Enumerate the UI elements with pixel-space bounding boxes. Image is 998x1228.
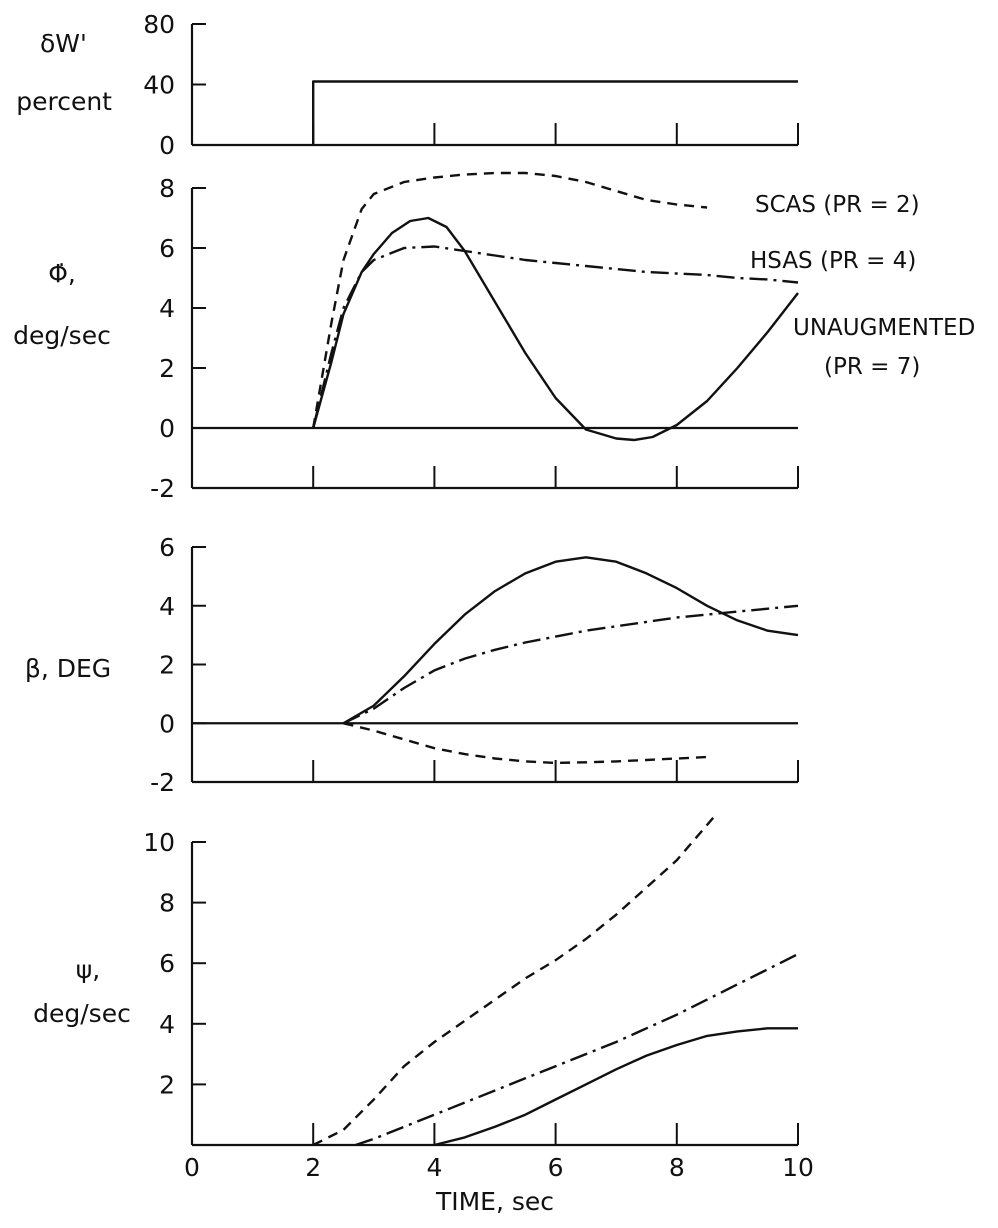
ylabel-panel-2: Φ̇, bbox=[48, 259, 76, 288]
series-1-1 bbox=[312, 245, 799, 429]
y-tick-label-0: 80 bbox=[143, 10, 175, 39]
series-2-0 bbox=[343, 722, 708, 765]
ylabel-panel-2-line2: deg/sec bbox=[13, 321, 111, 350]
series-3-2 bbox=[434, 1027, 798, 1147]
y-tick-label-3: 4 bbox=[159, 1010, 175, 1039]
y-tick-label-2: 2 bbox=[159, 651, 175, 680]
y-tick-label-3: 2 bbox=[159, 1070, 175, 1099]
x-tick-label: 10 bbox=[782, 1153, 814, 1182]
y-tick-label-2: -2 bbox=[150, 768, 175, 797]
x-tick-label: 4 bbox=[426, 1153, 442, 1182]
series-1-0 bbox=[312, 171, 708, 429]
y-tick-label-2: 0 bbox=[159, 709, 175, 738]
series-1-2 bbox=[312, 216, 799, 442]
annotation-scas: SCAS (PR = 2) bbox=[755, 192, 920, 218]
series-3-0 bbox=[312, 817, 715, 1147]
ylabel-panel-3: β, DEG bbox=[25, 654, 111, 683]
y-tick-label-1: 2 bbox=[159, 354, 175, 383]
y-tick-label-3: 8 bbox=[159, 889, 175, 918]
x-tick-label: 0 bbox=[184, 1153, 200, 1182]
x-tick-label: 8 bbox=[669, 1153, 685, 1182]
y-tick-label-1: 0 bbox=[159, 414, 175, 443]
y-tick-label-1: 8 bbox=[159, 174, 175, 203]
y-tick-label-2: 6 bbox=[159, 533, 175, 562]
y-tick-label-1: -2 bbox=[150, 474, 175, 503]
ylabel-panel-1-line2: percent bbox=[16, 87, 112, 116]
annotation-unaugmented-pr: (PR = 7) bbox=[824, 354, 920, 380]
x-tick-label: 2 bbox=[305, 1153, 321, 1182]
ylabel-panel-4-line2: deg/sec bbox=[33, 999, 131, 1028]
series-3-1 bbox=[355, 953, 799, 1147]
series-0-0 bbox=[312, 80, 798, 145]
ylabel-panel-1: δW' bbox=[40, 29, 87, 58]
x-axis-title: TIME, sec bbox=[435, 1187, 554, 1216]
ylabel-panel-4: ψ, bbox=[76, 955, 100, 984]
series-2-1 bbox=[342, 604, 799, 725]
x-tick-label: 6 bbox=[548, 1153, 564, 1182]
y-tick-label-2: 4 bbox=[159, 592, 175, 621]
annotation-unaugmented: UNAUGMENTED bbox=[793, 315, 975, 341]
y-tick-label-3: 10 bbox=[143, 828, 175, 857]
annotation-hsas: HSAS (PR = 4) bbox=[750, 248, 916, 274]
y-tick-label-3: 6 bbox=[159, 949, 175, 978]
y-tick-label-1: 6 bbox=[159, 234, 175, 263]
y-tick-label-0: 40 bbox=[143, 71, 175, 100]
series-2-2 bbox=[342, 556, 799, 725]
y-tick-label-1: 4 bbox=[159, 294, 175, 323]
y-tick-label-0: 0 bbox=[159, 131, 175, 160]
